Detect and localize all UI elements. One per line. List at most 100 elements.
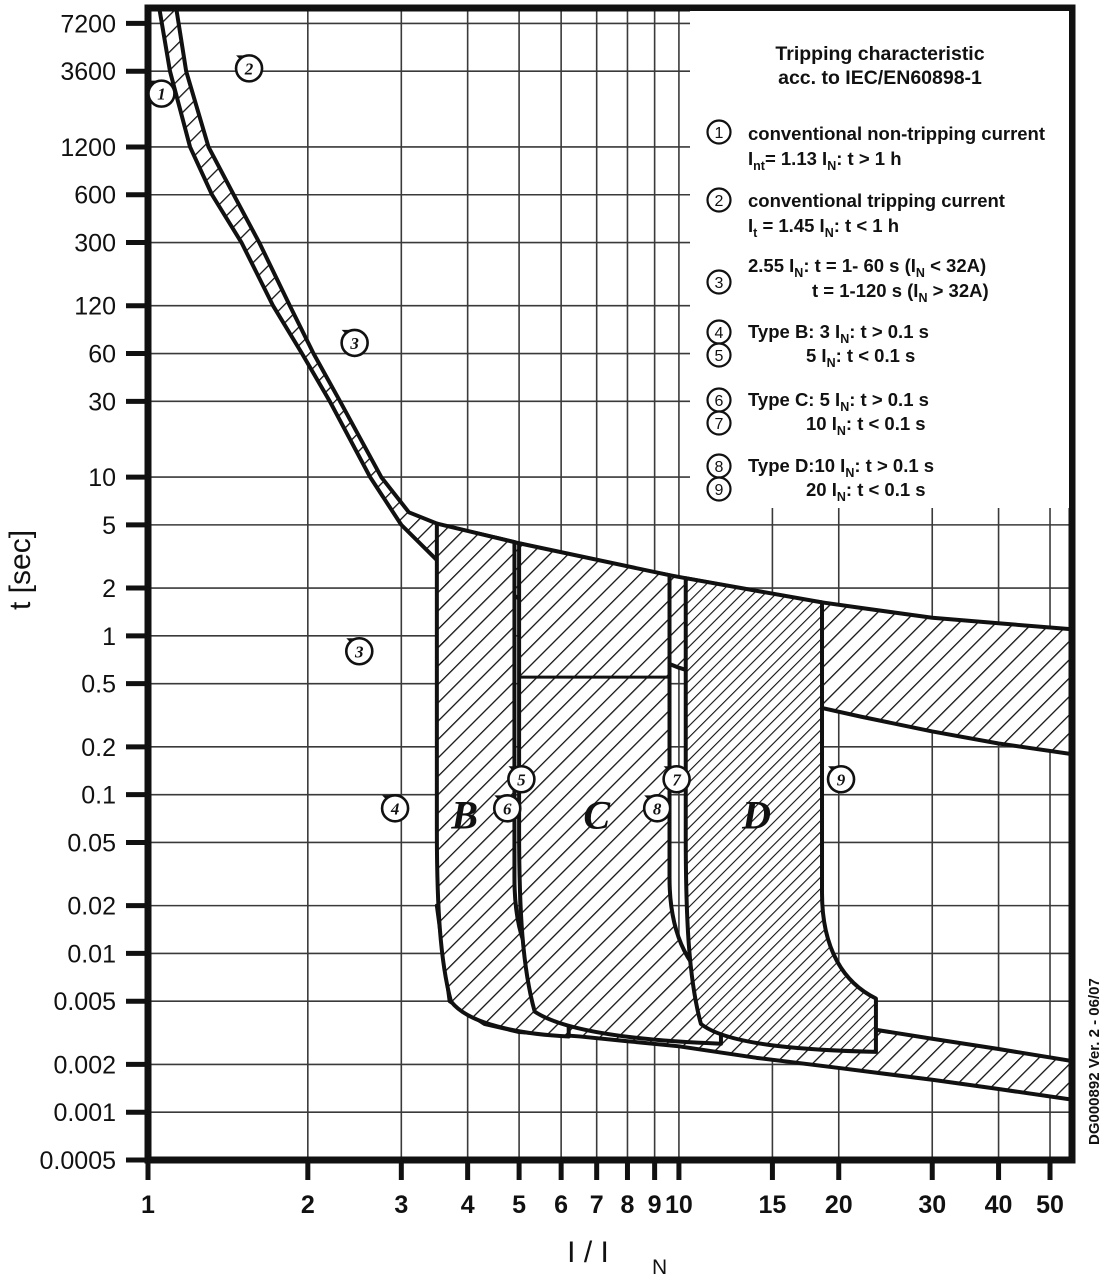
y-axis-tick-label: 0.01 [67, 940, 116, 968]
legend-text-span: : t > 0.1 s [854, 455, 934, 476]
legend-entry-3-line1: 2.55 IN: t = 1- 60 s (IN < 32A) [748, 255, 986, 280]
legend-title-line1: Tripping characteristic [775, 43, 984, 65]
x-axis-tick-label: 10 [665, 1191, 693, 1219]
legend-text-span: = 1.13 I [765, 148, 827, 169]
plot-marker-8: 8 [642, 794, 672, 823]
plot-marker-3: 3 [340, 328, 369, 358]
svg-text:I / I: I / I [567, 1236, 609, 1269]
legend-text-span: : t < 0.1 s [846, 479, 926, 500]
legend-marker-circle [706, 119, 732, 145]
legend-text-span: = 1.45 I [757, 215, 824, 236]
legend-marker-number: 2 [715, 193, 724, 210]
svg-text:DG000892 Ver. 2 - 06/07: DG000892 Ver. 2 - 06/07 [1086, 978, 1103, 1145]
legend-entry-2-line2: It = 1.45 IN: t < 1 h [748, 215, 899, 240]
legend-text-span: : t = 1- 60 s (I [803, 255, 916, 276]
y-axis-tick-label: 60 [88, 341, 116, 369]
plot-border [144, 4, 1076, 1164]
legend-marker-number: 3 [715, 275, 724, 292]
y-axis-tick-label: 0.001 [53, 1099, 116, 1127]
svg-text:N: N [652, 1256, 667, 1279]
legend-entry-8-marker: 8 [706, 453, 732, 479]
legend-text: conventional non-tripping current [748, 123, 1045, 144]
legend-marker-circle [706, 342, 732, 368]
y-axis-tick-label: 0.02 [67, 893, 116, 921]
legend-text-span: : t < 0.1 s [836, 345, 916, 366]
plot-marker-2: 2 [234, 54, 264, 83]
y-axis-tick-label: 7200 [60, 10, 116, 38]
legend-text: 10 IN: t < 0.1 s [806, 413, 926, 438]
y-axis-tick-label: 0.1 [81, 782, 116, 810]
credit-text: DG000892 Ver. 2 - 06/07 [1086, 978, 1103, 1145]
legend-text-span: 20 I [806, 479, 837, 500]
x-axis-tick-label: 1 [141, 1191, 155, 1219]
marker-circle [380, 794, 410, 823]
legend-entry-4-marker: 4 [706, 319, 732, 345]
y-axis-tick-labels: 7200 3600 1200 600 300 120 60 30 10 5 2 1 0.5 0.2 0.1 0… [40, 10, 116, 1175]
legend-text-span: 5 I [806, 345, 827, 366]
legend-text-span: : t < 1 h [834, 215, 899, 236]
legend-entry-9-text: 20 IN: t < 0.1 s [806, 479, 926, 504]
y-axis-tick-label: 10 [88, 464, 116, 492]
plot-marker-9: 9 [826, 764, 856, 794]
x-axis-tick-label: 50 [1036, 1191, 1064, 1219]
legend-text-span: : t < 0.1 s [846, 413, 926, 434]
y-axis-tick-label: 30 [88, 388, 116, 416]
y-axis-tick-label: 120 [74, 293, 116, 321]
legend-text-span: t = 1-120 s (I [812, 280, 918, 301]
legend-entry-3-marker: 3 [706, 269, 732, 295]
legend-entry-2-marker: 2 [706, 187, 732, 213]
legend-title-line2: acc. to IEC/EN60898-1 [778, 67, 982, 89]
y-axis-tick-label: 600 [74, 182, 116, 210]
marker-circle [147, 79, 176, 108]
legend-text-span: N [837, 490, 846, 504]
legend-text-span: > 32A) [927, 280, 988, 301]
y-axis-tick-label: 0.2 [81, 734, 116, 762]
marker-circle [642, 794, 672, 823]
marker-circle [662, 764, 691, 794]
legend-text-span: nt [753, 159, 766, 173]
legend-text: Type B: 3 IN: t > 0.1 s [748, 321, 929, 346]
legend-entry-7-text: 10 IN: t < 0.1 s [806, 413, 926, 438]
plot-marker-3: 3 [344, 636, 374, 666]
legend-text-span: N [794, 266, 803, 280]
y-axis-tick-label: 2 [102, 575, 116, 603]
legend-marker-number: 6 [715, 393, 724, 410]
x-axis-tick-label: 40 [985, 1191, 1013, 1219]
x-axis-tick-labels: 1 2 3 4 5 6 7 8 9 10 15 20 30 40 50 [141, 1191, 1064, 1219]
marker-number: 5 [517, 770, 526, 789]
legend-text-span: N [916, 266, 925, 280]
legend-entry-9-marker: 9 [706, 476, 732, 502]
plot-frame [144, 4, 1076, 1164]
legend-text: conventional tripping current [748, 190, 1005, 211]
y-axis-tick-label: 0.5 [81, 671, 116, 699]
legend-text: 2.55 IN: t = 1- 60 s (IN < 32A) [748, 255, 986, 280]
y-axis-tick-label: 5 [102, 512, 116, 540]
legend-text-span: Type D:10 I [748, 455, 845, 476]
marker-number: 8 [653, 799, 662, 818]
legend-text-span: N [840, 332, 849, 346]
legend-text-span: < 32A) [925, 255, 986, 276]
marker-number: 6 [503, 799, 512, 818]
legend-text-span: Type B: 3 I [748, 321, 840, 342]
legend-text: It = 1.45 IN: t < 1 h [748, 215, 899, 240]
y-axis-title: t [sec] [4, 530, 37, 610]
legend-entry-8-text: Type D:10 IN: t > 0.1 s [748, 455, 934, 480]
legend-marker-circle [706, 269, 732, 295]
plot-marker-4: 4 [380, 794, 410, 823]
x-axis-tick-label: 20 [825, 1191, 853, 1219]
legend-text-span: : t > 0.1 s [849, 321, 929, 342]
region-label-c: C [583, 792, 611, 837]
x-axis-tick-label: 6 [554, 1191, 568, 1219]
legend-entry-4-text: Type B: 3 IN: t > 0.1 s [748, 321, 929, 346]
region-label-d: D [741, 792, 771, 837]
marker-number: 2 [244, 59, 254, 78]
legend-entry-6-text: Type C: 5 IN: t > 0.1 s [748, 389, 929, 414]
legend-text-span: : t > 1 h [836, 148, 901, 169]
y-axis-tick-label: 0.0005 [40, 1147, 116, 1175]
x-axis-tick-label: 30 [918, 1191, 946, 1219]
legend-marker-circle [706, 476, 732, 502]
